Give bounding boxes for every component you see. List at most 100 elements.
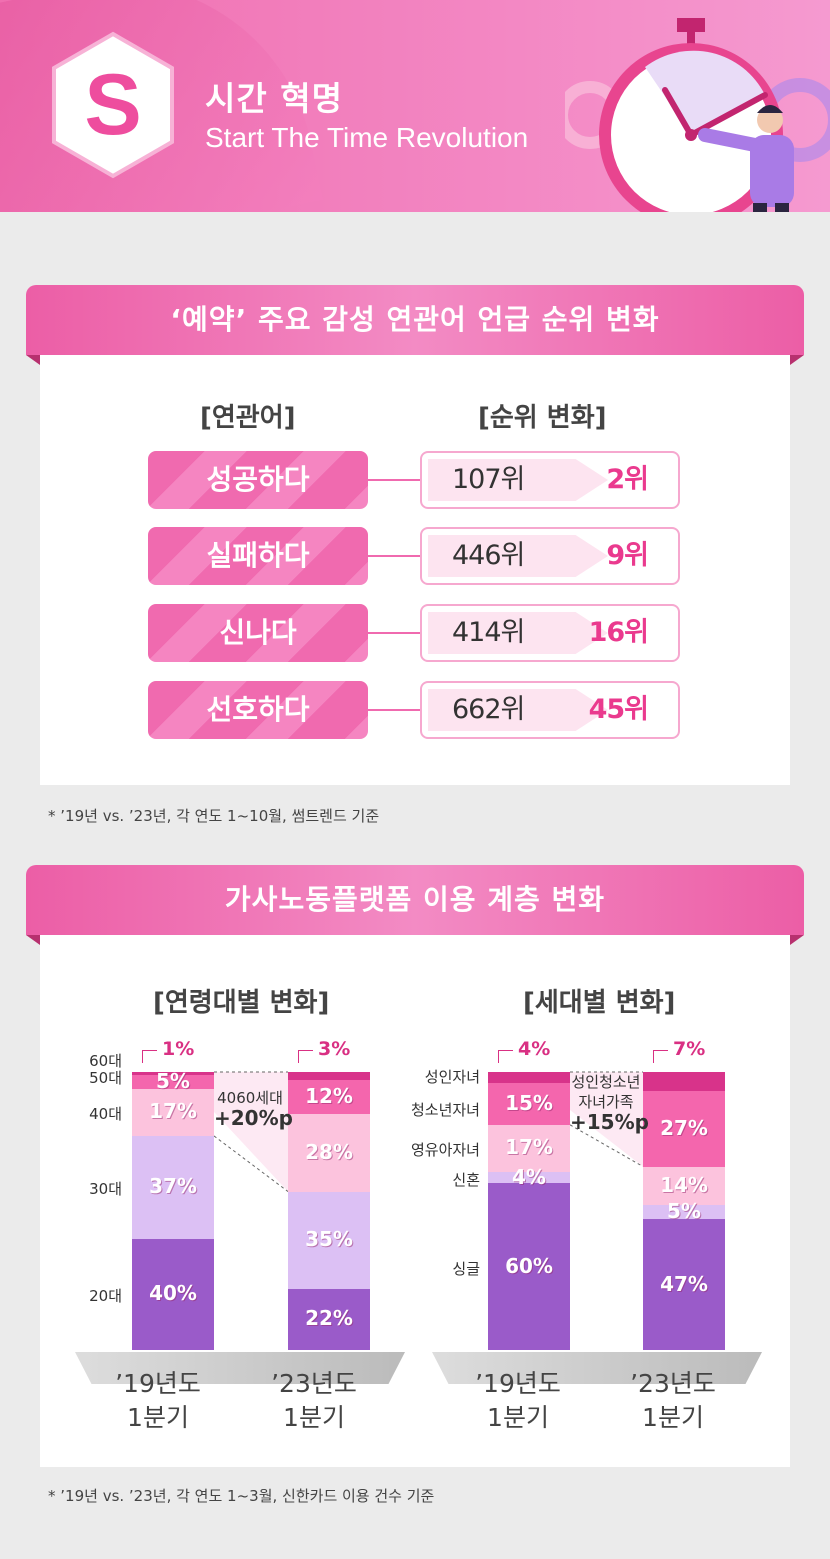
data-label: 37% <box>149 1174 197 1199</box>
x-axis-label: 1분기 <box>283 1403 345 1432</box>
change-annotation: 4060세대 +20%p <box>214 1088 293 1130</box>
source-note: * ’19년 vs. ’23년, 각 연도 1~3월, 신한카드 이용 건수 기… <box>48 1487 435 1505</box>
old-rank: 446위 <box>452 540 525 571</box>
related-word: 신나다 <box>148 604 368 662</box>
top-label-tick <box>298 1050 313 1063</box>
rank-change-box: 446위 9위 <box>420 527 680 585</box>
related-word: 선호하다 <box>148 681 368 739</box>
annotation-line: 성인청소년 <box>571 1073 641 1091</box>
connector-line <box>368 632 420 634</box>
data-label: 5% <box>667 1199 701 1224</box>
bar-segment <box>288 1288 370 1350</box>
top-percent-label: 4% <box>518 1038 551 1060</box>
clock-illustration <box>565 18 830 212</box>
rank-change-header: [순위 변화] <box>478 403 607 433</box>
row-label: 40대 <box>89 1105 122 1124</box>
row-label: 30대 <box>89 1180 122 1199</box>
bar-segment <box>488 1124 570 1173</box>
connector-line <box>368 709 420 711</box>
row-label: 60대 <box>89 1052 122 1070</box>
row-label: 영유아자녀 <box>410 1141 480 1160</box>
rank-change-box: 414위 16위 <box>420 604 680 662</box>
new-rank: 9위 <box>606 540 649 571</box>
x-axis-label: 1분기 <box>487 1403 549 1432</box>
header-banner: S 시간 혁명 Start The Time Revolution <box>0 0 830 212</box>
data-label: 47% <box>660 1271 708 1296</box>
new-rank: 45위 <box>588 694 649 725</box>
new-rank: 2위 <box>606 464 649 495</box>
top-percent-label: 1% <box>162 1038 195 1060</box>
generation-chart-title: [세대별 변화] <box>523 988 676 1018</box>
related-word: 성공하다 <box>148 451 368 509</box>
row-label: 성인자녀 <box>424 1068 480 1086</box>
top-label-tick <box>142 1050 157 1063</box>
bar-segment <box>643 1205 725 1220</box>
old-rank: 662위 <box>452 694 525 725</box>
bar-segment <box>132 1074 214 1089</box>
arrow-shape <box>428 459 608 501</box>
bar-segment <box>132 1238 214 1350</box>
new-rank: 16위 <box>588 617 649 648</box>
data-label: 17% <box>505 1135 553 1160</box>
data-label: 15% <box>505 1090 553 1115</box>
bar-segment <box>132 1135 214 1239</box>
chart-baseline <box>75 1352 405 1384</box>
bar-segment <box>288 1113 370 1192</box>
row-label: 청소년자녀 <box>410 1101 480 1120</box>
rank-change-box: 107위 2위 <box>420 451 680 509</box>
bar-segment <box>288 1080 370 1114</box>
page-subtitle: Start The Time Revolution <box>205 122 529 153</box>
arrow-shape <box>428 689 608 731</box>
bar-segment <box>643 1219 725 1350</box>
top-percent-label: 7% <box>673 1038 706 1060</box>
bar-segment <box>132 1072 214 1075</box>
data-label: 5% <box>156 1068 190 1093</box>
bar-segment <box>643 1091 725 1167</box>
annotation-line: 자녀가족 <box>578 1093 634 1111</box>
data-label: 40% <box>149 1281 197 1306</box>
svg-text:S: S <box>84 57 141 153</box>
bar-segment <box>288 1191 370 1289</box>
x-axis-label: ’19년도 <box>115 1369 201 1398</box>
data-label: 22% <box>305 1306 353 1331</box>
bar-segment <box>643 1166 725 1206</box>
x-axis-label: ’23년도 <box>630 1369 716 1398</box>
x-axis-label: 1분기 <box>127 1403 189 1432</box>
top-percent-label: 3% <box>318 1038 351 1060</box>
page-title: 시간 혁명 <box>205 79 343 118</box>
annotation-line: 4060세대 <box>217 1089 283 1107</box>
section2-banner: 가사노동플랫폼 이용 계층 변화 <box>26 865 804 945</box>
bar-segment <box>488 1183 570 1350</box>
age-chart-title: [연령대별 변화] <box>153 988 330 1018</box>
top-label-tick <box>653 1050 668 1063</box>
bar-segment <box>288 1072 370 1081</box>
old-rank: 107위 <box>452 464 525 495</box>
data-label: 17% <box>149 1099 197 1124</box>
bar-segment <box>132 1088 214 1136</box>
rank-change-box: 662위 45위 <box>420 681 680 739</box>
bar-segment <box>488 1172 570 1184</box>
top-label-tick <box>498 1050 513 1063</box>
annotation-line: +15%p <box>570 1110 649 1134</box>
data-label: 60% <box>505 1253 553 1278</box>
source-note: * ’19년 vs. ’23년, 각 연도 1~10월, 썸트렌드 기준 <box>48 807 380 825</box>
row-label: 50대 <box>89 1068 122 1087</box>
x-axis-label: ’23년도 <box>271 1369 357 1398</box>
arrow-shape <box>428 612 608 654</box>
row-label: 신혼 <box>452 1170 480 1189</box>
bar-segment <box>488 1083 570 1125</box>
annotation-line: +20%p <box>214 1106 293 1130</box>
data-label: 12% <box>305 1084 353 1109</box>
data-label: 35% <box>305 1227 353 1252</box>
section1-banner: ‘예약’ 주요 감성 연관어 언급 순위 변화 <box>26 285 804 365</box>
related-word-header: [연관어] <box>200 403 296 433</box>
connector-line <box>368 479 420 481</box>
data-label: 28% <box>305 1139 353 1164</box>
chart-baseline <box>432 1352 762 1384</box>
data-label: 4% <box>512 1164 546 1189</box>
x-axis-label: ’19년도 <box>475 1369 561 1398</box>
brand-logo: S <box>52 31 174 179</box>
arrow-shape <box>428 535 608 577</box>
row-label: 싱글 <box>452 1259 480 1278</box>
